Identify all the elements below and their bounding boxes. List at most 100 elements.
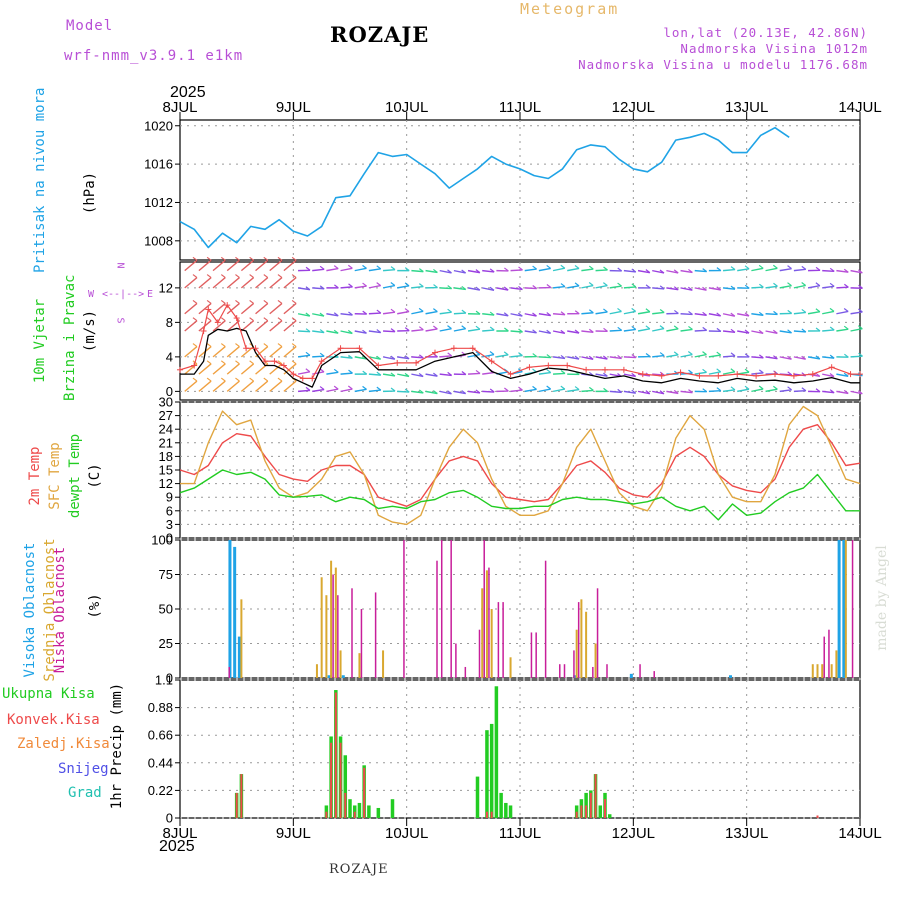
wind-barb bbox=[567, 267, 580, 272]
wind-barb-head bbox=[702, 368, 707, 373]
wind-barb-head bbox=[758, 369, 764, 374]
cloud-mid-bar bbox=[509, 657, 512, 678]
wind-barb-head bbox=[758, 329, 764, 334]
cloud-low-bar bbox=[563, 664, 566, 678]
wind-barb-head bbox=[475, 351, 481, 356]
wind-barb-head bbox=[220, 299, 226, 304]
y-tick-label: 1008 bbox=[144, 233, 173, 248]
wind-barb-head bbox=[560, 283, 566, 288]
wind-barb-head bbox=[716, 267, 722, 272]
precip-conv-bar bbox=[353, 811, 356, 818]
wind-barb bbox=[680, 313, 693, 316]
wind-barb bbox=[751, 372, 764, 375]
wind-barb bbox=[297, 371, 310, 375]
cloud-low-bar bbox=[360, 609, 363, 678]
wind-barb-head bbox=[787, 371, 793, 376]
wind-barb-head bbox=[829, 326, 835, 331]
wind-barb bbox=[283, 320, 297, 332]
wind-barb bbox=[637, 390, 650, 395]
cloud-mid-bar bbox=[334, 567, 337, 678]
wind-barb-head bbox=[277, 343, 283, 348]
wind-barb-head bbox=[263, 317, 269, 322]
wind-barb bbox=[538, 356, 551, 359]
wind-barb bbox=[538, 267, 551, 272]
wind-barb bbox=[793, 311, 806, 315]
wind-barb bbox=[240, 302, 255, 315]
precip-conv-bar bbox=[330, 742, 333, 818]
wind-barb-head bbox=[844, 283, 849, 288]
wind-barb bbox=[482, 313, 495, 316]
cloud-mid-bar bbox=[835, 650, 838, 678]
wind-barb-head bbox=[475, 286, 481, 291]
x-tick-label-top: 12JUL bbox=[612, 99, 655, 116]
wind-barb-head bbox=[815, 282, 821, 287]
cloud-high-bar bbox=[341, 675, 345, 678]
wind-barb-head bbox=[730, 352, 736, 357]
wind-barb bbox=[538, 313, 551, 317]
panel-frame-clouds bbox=[179, 539, 861, 679]
wind-barb-head bbox=[787, 355, 792, 360]
cloud-low-bar bbox=[450, 540, 452, 678]
wind-barb bbox=[722, 355, 736, 358]
wind-barb-head bbox=[390, 387, 396, 392]
wind-barb-head bbox=[716, 368, 722, 373]
wind-barb bbox=[765, 267, 778, 272]
wind-barb-head bbox=[263, 299, 269, 304]
cloud-mid-bar bbox=[821, 664, 824, 678]
wind-barb bbox=[637, 311, 651, 315]
wind-barb bbox=[708, 287, 721, 291]
wind-barb-head bbox=[334, 284, 339, 289]
wind-barb-head bbox=[192, 274, 198, 279]
wind-barb-head bbox=[659, 325, 665, 330]
wind-barb bbox=[581, 268, 594, 272]
wind-barb-head bbox=[645, 390, 651, 395]
wind-barb bbox=[312, 388, 325, 393]
x-tick-label-top: 11JUL bbox=[499, 99, 541, 116]
wind-barb bbox=[652, 287, 665, 290]
wind-barb-head bbox=[645, 269, 651, 274]
y-tick-label: 18 bbox=[159, 449, 173, 464]
wind-barb-head bbox=[376, 355, 382, 360]
wind-barb-head bbox=[588, 265, 594, 270]
wind-barb-head bbox=[404, 267, 410, 272]
wind-barb bbox=[255, 380, 269, 392]
wind-barb-head bbox=[291, 343, 297, 348]
wind-barb bbox=[524, 330, 537, 334]
x-tick-label-bottom: 13JUL bbox=[725, 825, 768, 842]
wind-barb bbox=[411, 373, 424, 378]
wind-barb-head bbox=[362, 282, 367, 287]
cloud-low-bar bbox=[478, 629, 481, 678]
wind-barb bbox=[255, 320, 269, 332]
y-tick-label: 27 bbox=[159, 408, 173, 423]
wind-barb-head bbox=[843, 389, 849, 394]
wind-barb bbox=[468, 372, 481, 375]
cloud-high-bar bbox=[233, 546, 237, 678]
wind-barb-head bbox=[503, 312, 509, 317]
wind-barb-head bbox=[602, 355, 608, 360]
wind-barb bbox=[694, 353, 707, 358]
wind-barb bbox=[240, 277, 255, 289]
wind-barb-head bbox=[404, 355, 410, 360]
wind-barb-head bbox=[461, 285, 467, 290]
wind-barb-head bbox=[843, 307, 849, 312]
wind-barb-head bbox=[546, 369, 552, 374]
wind-barb bbox=[708, 313, 721, 317]
wind-barb bbox=[482, 390, 495, 393]
wind-barb bbox=[425, 373, 438, 377]
wind-barb-head bbox=[235, 360, 240, 365]
wind-barb-head bbox=[645, 284, 651, 289]
wind-barb-head bbox=[362, 264, 367, 269]
precip-conv-bar bbox=[604, 799, 606, 818]
wind-barb-head bbox=[674, 309, 679, 314]
model-label: Model bbox=[66, 18, 114, 34]
wind-barb bbox=[751, 313, 764, 316]
wind-barb bbox=[411, 310, 424, 315]
cloud-low-bar bbox=[440, 540, 443, 678]
wind-barb bbox=[467, 269, 481, 274]
wind-barb-head bbox=[390, 372, 396, 377]
cloud-mid-bar bbox=[481, 588, 484, 678]
wind-barb bbox=[340, 356, 353, 359]
wind-barb bbox=[326, 371, 339, 375]
wind-barb-head bbox=[815, 327, 821, 332]
wind-barb bbox=[411, 356, 424, 359]
